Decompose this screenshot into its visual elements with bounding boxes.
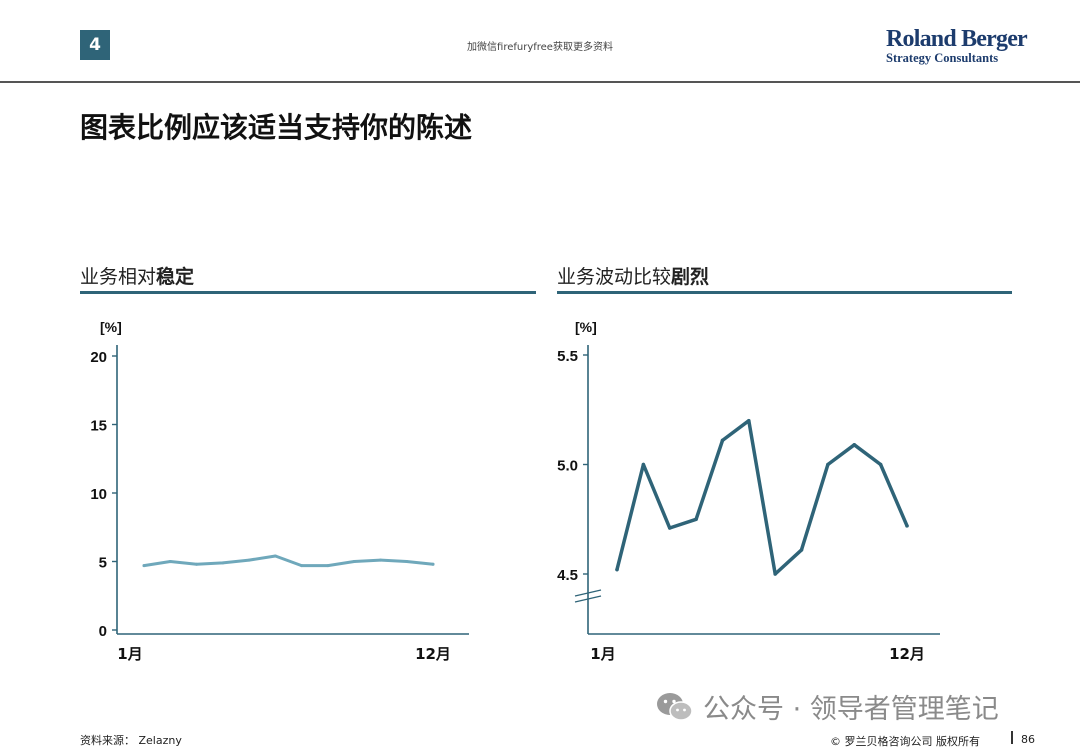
- wechat-icon: [657, 692, 693, 721]
- series-line: [615, 418, 909, 576]
- data-point: [221, 561, 225, 565]
- left-panel-title-plain: 业务相对: [80, 266, 157, 288]
- data-point: [773, 572, 777, 576]
- watermark: 公众号 · 领导者管理笔记: [655, 687, 999, 726]
- data-point: [247, 558, 251, 562]
- data-point: [378, 558, 382, 562]
- data-point: [905, 524, 909, 528]
- footer-copyright: © 罗兰贝格咨询公司 版权所有: [830, 735, 980, 748]
- x-tick-label: 12月: [889, 645, 925, 663]
- data-point: [694, 517, 698, 521]
- slide-title: 图表比例应该适当支持你的陈述: [80, 111, 473, 144]
- y-tick-label: 10: [90, 486, 107, 503]
- left-panel-title-bold: 稳定: [156, 266, 195, 288]
- y-tick-label: 5.5: [557, 348, 578, 365]
- data-point: [878, 462, 883, 467]
- data-point: [300, 564, 304, 568]
- right-panel-title-plain: 业务波动比较: [557, 266, 672, 288]
- right-panel-title-bold: 剧烈: [671, 266, 710, 288]
- data-point: [405, 560, 409, 563]
- footer-page-number: 86: [1021, 733, 1035, 746]
- data-point: [667, 526, 672, 530]
- y-tick-label: 5: [99, 555, 107, 572]
- right-line-chart: [%] 5.5 5.0 4.5 1月 12月: [557, 319, 940, 663]
- right-panel-title: 业务波动比较剧烈: [557, 262, 709, 289]
- axis-break-mark: [574, 589, 602, 597]
- left-panel-rule: [80, 291, 536, 294]
- y-unit-label: [%]: [575, 319, 597, 335]
- page-badge: 4: [80, 30, 110, 60]
- series-line: [142, 554, 435, 568]
- brand-name: Roland Berger: [886, 26, 1028, 52]
- y-tick-label: 15: [90, 418, 107, 435]
- data-point: [799, 548, 804, 552]
- x-tick-label: 12月: [415, 645, 451, 663]
- header-note: 加微信firefuryfree获取更多资料: [467, 42, 613, 53]
- data-point: [142, 564, 146, 568]
- data-point: [431, 562, 435, 566]
- data-point: [168, 560, 172, 563]
- watermark-text: 公众号 · 领导者管理笔记: [703, 694, 999, 725]
- y-tick-label: 4.5: [557, 567, 578, 584]
- axis-break-mark: [574, 595, 602, 603]
- left-line-chart: [%] 20 15 10 5 0 1月 12月: [90, 319, 469, 663]
- data-point: [826, 462, 830, 467]
- data-point: [352, 560, 356, 563]
- y-tick-label: 5.0: [557, 458, 578, 475]
- data-point: [326, 564, 330, 568]
- x-tick-label: 1月: [117, 645, 142, 663]
- footer-source: 资料来源： Zelazny: [80, 734, 182, 747]
- data-point: [195, 562, 199, 566]
- data-point: [273, 554, 277, 558]
- left-panel-title: 业务相对稳定: [80, 262, 194, 289]
- data-point: [747, 418, 751, 423]
- y-unit-label: [%]: [100, 319, 122, 335]
- brand-tagline: Strategy Consultants: [886, 51, 999, 65]
- data-point: [641, 462, 646, 467]
- header-divider: [0, 81, 1080, 83]
- x-tick-label: 1月: [590, 645, 615, 663]
- right-panel-rule: [557, 291, 1012, 294]
- brand-logo: Roland Berger Strategy Consultants: [886, 26, 1028, 65]
- data-point: [615, 567, 619, 572]
- footer-separator: [1011, 731, 1013, 744]
- y-tick-label: 0: [99, 623, 107, 640]
- y-tick-label: 20: [90, 349, 107, 366]
- data-point: [720, 438, 725, 443]
- data-point: [852, 443, 857, 447]
